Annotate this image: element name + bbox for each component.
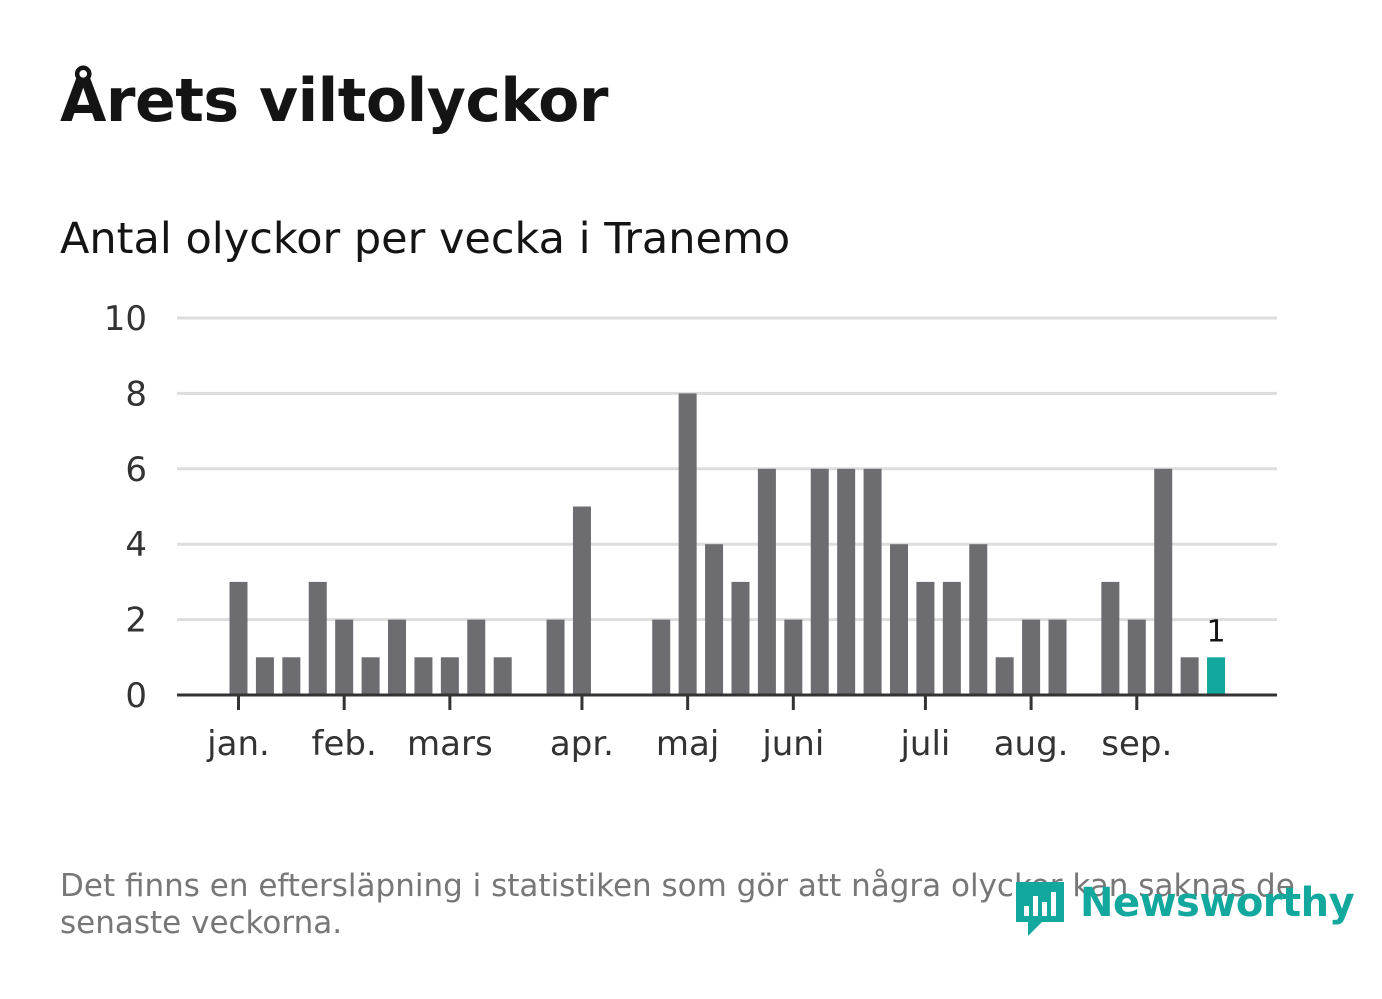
bars (229, 393, 1226, 695)
bar (255, 657, 274, 695)
bar (731, 581, 750, 695)
bar (493, 657, 512, 695)
bar (414, 657, 433, 695)
y-axis-ticks: 0 2 4 6 8 10 (104, 299, 147, 716)
x-tick-label: aug. (994, 724, 1069, 764)
x-tick-label: sep. (1101, 724, 1172, 764)
footnote: Det finns en eftersläpning i statistiken… (60, 868, 1295, 941)
bar (1022, 619, 1041, 695)
bar (335, 619, 354, 695)
newsworthy-logo: Newsworthy (1012, 876, 1355, 946)
bar (705, 544, 724, 695)
bar (837, 468, 856, 695)
y-tick-label: 4 (125, 525, 147, 565)
chart-subtitle: Antal olyckor per vecka i Tranemo (60, 214, 791, 264)
bar (282, 657, 301, 695)
bar (1154, 468, 1173, 695)
bar (916, 581, 935, 695)
bar (388, 619, 407, 695)
y-tick-label: 0 (125, 676, 147, 716)
bar (863, 468, 882, 695)
y-tick-label: 6 (125, 450, 147, 490)
bar (942, 581, 961, 695)
bar-highlight (1207, 657, 1226, 695)
x-tick-label: juli (899, 724, 950, 764)
x-axis: jan. feb. mars apr. maj juni juli aug. sep. (177, 693, 1277, 764)
bar (467, 619, 486, 695)
x-tick-label: maj (656, 724, 719, 764)
newsworthy-logo-text: Newsworthy (1080, 880, 1355, 926)
grid-lines (177, 316, 1277, 622)
x-tick-label: apr. (550, 724, 614, 764)
bar (890, 544, 908, 695)
bar (1101, 581, 1120, 695)
bar (308, 581, 327, 695)
y-tick-label: 8 (125, 374, 147, 414)
newsworthy-logo-icon (1016, 882, 1064, 936)
bar (969, 544, 988, 695)
chart-title: Årets viltolyckor (60, 66, 609, 136)
bar (1048, 619, 1067, 695)
bar (678, 393, 697, 695)
annotations: 1 (1206, 614, 1225, 649)
x-tick-label: juni (761, 724, 824, 764)
bar (784, 619, 803, 695)
bar (440, 657, 459, 695)
x-tick-label: jan. (206, 724, 270, 764)
highlight-value-label: 1 (1206, 614, 1225, 649)
bar (652, 619, 671, 695)
bar (572, 506, 591, 695)
bar (1180, 657, 1199, 695)
bar (810, 468, 829, 695)
bar (757, 468, 776, 695)
x-tick-label: mars (407, 724, 493, 764)
bar (229, 581, 248, 695)
y-tick-label: 2 (125, 601, 147, 641)
bar (1127, 619, 1146, 695)
bar (995, 657, 1014, 695)
x-tick-label: feb. (312, 724, 377, 764)
y-tick-label: 10 (104, 299, 147, 339)
bar (546, 619, 565, 695)
bar (361, 657, 380, 695)
